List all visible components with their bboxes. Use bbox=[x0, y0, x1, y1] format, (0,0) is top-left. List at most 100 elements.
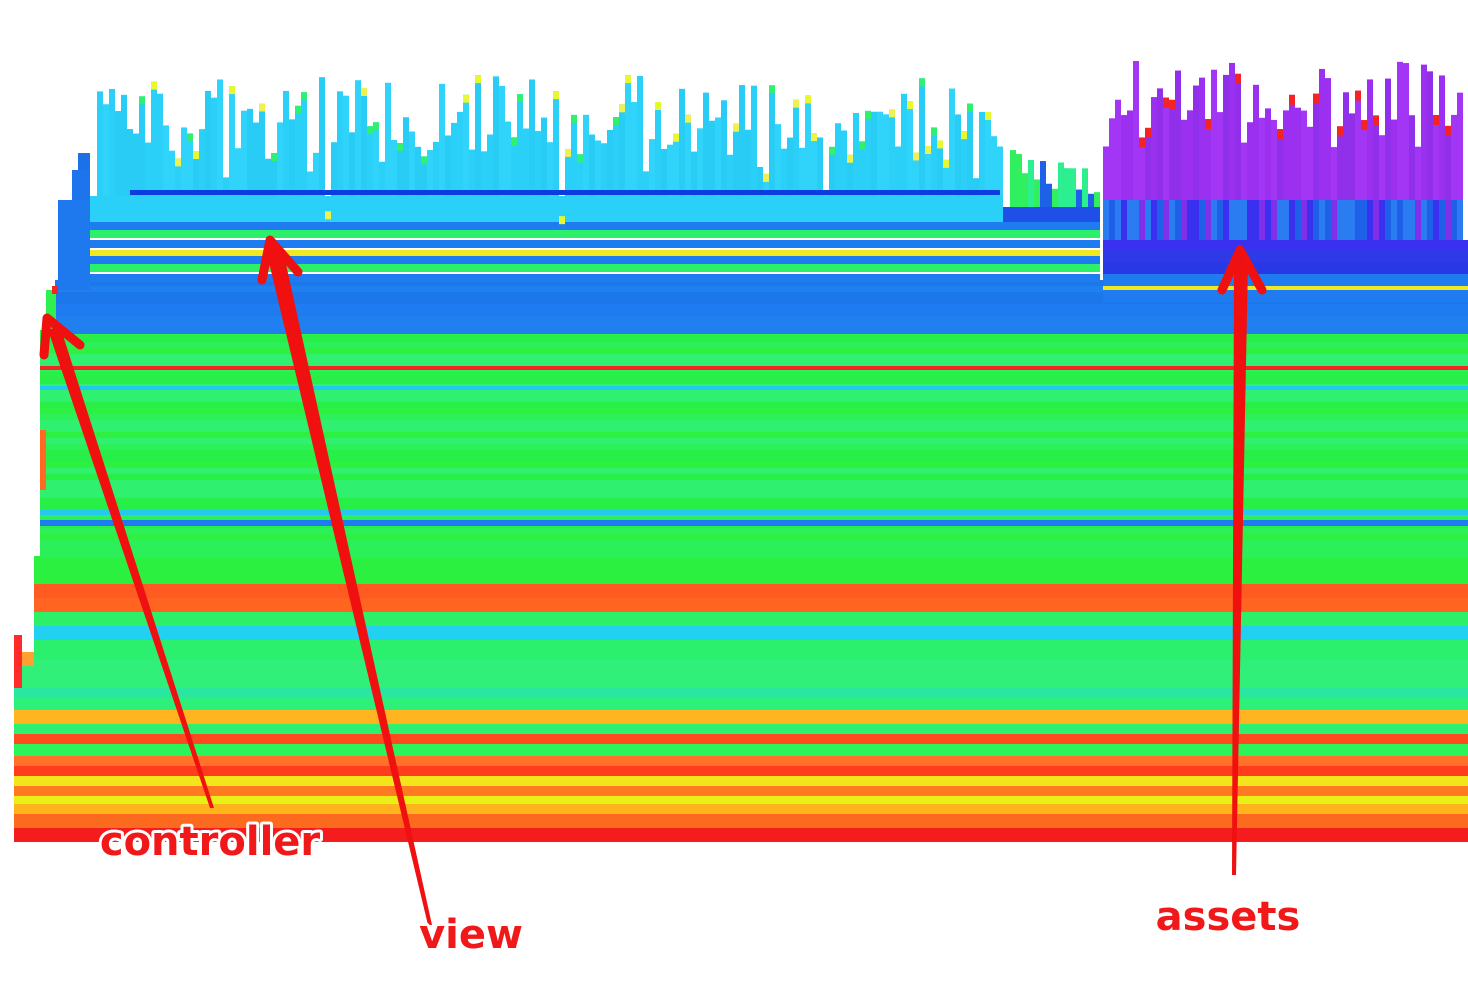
frame bbox=[301, 92, 307, 196]
frame bbox=[72, 170, 90, 200]
frame bbox=[58, 200, 90, 290]
frame bbox=[55, 304, 1468, 310]
frame bbox=[22, 652, 34, 666]
frame bbox=[1139, 137, 1145, 200]
frame bbox=[721, 100, 727, 196]
frame bbox=[1265, 200, 1271, 240]
frame bbox=[1265, 108, 1271, 200]
frame bbox=[1229, 62, 1235, 200]
frame bbox=[1295, 200, 1301, 240]
frame bbox=[805, 95, 811, 104]
frame bbox=[1211, 200, 1217, 240]
frame bbox=[913, 152, 919, 161]
frame bbox=[1307, 200, 1313, 240]
frame bbox=[90, 196, 1003, 222]
frame bbox=[679, 88, 685, 196]
frame bbox=[14, 756, 1468, 766]
stack-frames bbox=[14, 61, 1468, 842]
frame bbox=[1367, 200, 1373, 240]
frame bbox=[283, 90, 289, 196]
frame bbox=[301, 92, 307, 101]
frame bbox=[40, 520, 1468, 526]
frame bbox=[151, 81, 157, 196]
frame bbox=[1211, 69, 1217, 200]
frame bbox=[1133, 200, 1139, 240]
frame bbox=[1391, 119, 1397, 200]
frame bbox=[475, 75, 481, 84]
frame bbox=[259, 103, 265, 196]
frame bbox=[805, 95, 811, 196]
frame bbox=[937, 140, 943, 196]
frame bbox=[40, 430, 46, 490]
frame bbox=[349, 132, 355, 196]
frame bbox=[1313, 93, 1319, 200]
frame bbox=[643, 171, 649, 196]
frame bbox=[1223, 200, 1229, 240]
frame bbox=[115, 111, 121, 196]
frame bbox=[40, 540, 1468, 546]
frame bbox=[925, 146, 931, 196]
frame bbox=[793, 99, 799, 108]
frame bbox=[487, 134, 493, 196]
frame bbox=[1313, 200, 1319, 240]
frame bbox=[1421, 200, 1427, 240]
frame bbox=[937, 140, 943, 149]
frame bbox=[175, 158, 181, 167]
arrows bbox=[39, 235, 1267, 925]
frame bbox=[130, 190, 1000, 195]
frame bbox=[985, 112, 991, 196]
frame bbox=[1040, 161, 1046, 207]
frame bbox=[319, 77, 325, 196]
frame bbox=[78, 153, 90, 170]
frame bbox=[1241, 200, 1247, 240]
frame bbox=[1325, 200, 1331, 240]
frame bbox=[90, 256, 1100, 264]
frame bbox=[523, 128, 529, 196]
frame bbox=[265, 158, 271, 196]
frame bbox=[139, 96, 145, 196]
frame bbox=[145, 142, 151, 196]
frame bbox=[14, 734, 1468, 744]
frame bbox=[1271, 119, 1277, 200]
frame bbox=[625, 75, 631, 196]
frame bbox=[913, 152, 919, 196]
frame bbox=[967, 103, 973, 112]
frame bbox=[253, 122, 259, 196]
frame bbox=[421, 156, 427, 165]
frame bbox=[985, 112, 991, 121]
frame bbox=[685, 114, 691, 123]
frame bbox=[40, 456, 1468, 462]
frame bbox=[1151, 97, 1157, 200]
frame bbox=[175, 158, 181, 196]
arrow-view bbox=[266, 246, 432, 925]
frame bbox=[1181, 119, 1187, 200]
frame bbox=[223, 177, 229, 196]
frame bbox=[811, 133, 817, 142]
frame bbox=[1187, 110, 1193, 200]
frame bbox=[595, 140, 601, 196]
frame bbox=[295, 105, 301, 114]
frame bbox=[14, 776, 1468, 786]
frame bbox=[1403, 63, 1409, 201]
frame bbox=[169, 150, 175, 196]
frame bbox=[745, 129, 751, 196]
frame bbox=[1373, 200, 1379, 240]
frame bbox=[1271, 200, 1277, 240]
frame bbox=[40, 432, 1468, 438]
frame bbox=[733, 123, 739, 196]
frame bbox=[22, 660, 1468, 688]
frame bbox=[427, 150, 433, 196]
frame bbox=[883, 114, 889, 196]
frame bbox=[1109, 200, 1115, 240]
frame bbox=[859, 141, 865, 196]
frame bbox=[601, 143, 607, 196]
frame bbox=[1283, 200, 1289, 240]
frame bbox=[90, 230, 1100, 238]
frame bbox=[14, 635, 22, 688]
frame bbox=[571, 114, 577, 196]
frame bbox=[1235, 200, 1241, 240]
frame bbox=[619, 104, 625, 196]
frame bbox=[1379, 135, 1385, 200]
frame bbox=[613, 117, 619, 126]
frame bbox=[40, 474, 1468, 480]
